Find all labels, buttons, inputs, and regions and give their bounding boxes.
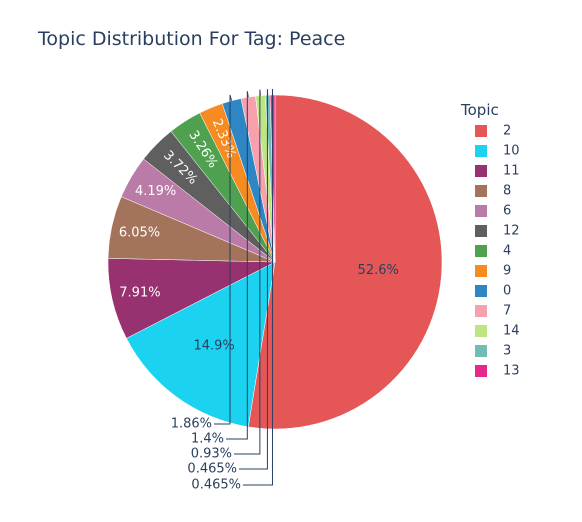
legend-swatch — [475, 365, 487, 377]
slice-label-topic-13: 0.465% — [191, 478, 241, 493]
legend-label: 6 — [503, 204, 511, 219]
chart-title: Topic Distribution For Tag: Peace — [37, 28, 345, 50]
legend-label: 2 — [503, 124, 511, 139]
leader-line-topic-7 — [226, 91, 249, 440]
legend-item-topic-2[interactable]: 2 — [475, 124, 511, 139]
legend-swatch — [475, 165, 487, 177]
slice-label-topic-8: 6.05% — [119, 225, 160, 240]
legend-swatch — [475, 245, 487, 257]
slice-label-topic-3: 0.465% — [187, 462, 237, 477]
slice-label-topic-14: 0.93% — [191, 447, 232, 462]
legend-swatch — [475, 305, 487, 317]
legend-label: 13 — [503, 364, 520, 379]
legend-item-topic-12[interactable]: 12 — [475, 224, 520, 239]
legend-item-topic-4[interactable]: 4 — [475, 244, 511, 259]
legend-swatch — [475, 285, 487, 297]
pie-slice-topic-2[interactable] — [247, 94, 443, 430]
leader-line-topic-14 — [234, 89, 261, 455]
legend: Topic 2 10 11 8 6 12 4 9 0 7 14 3 13 — [460, 101, 520, 379]
slice-label-topic-0: 1.86% — [171, 417, 212, 432]
legend-label: 14 — [503, 324, 520, 339]
legend-swatch — [475, 185, 487, 197]
legend-item-topic-10[interactable]: 10 — [475, 144, 520, 159]
legend-item-topic-6[interactable]: 6 — [475, 204, 511, 219]
legend-label: 9 — [503, 264, 511, 279]
legend-swatch — [475, 145, 487, 157]
slice-label-topic-7: 1.4% — [191, 432, 224, 447]
leader-line-topic-3 — [239, 89, 269, 470]
pie-slice-topic-10[interactable] — [126, 261, 276, 428]
legend-item-topic-7[interactable]: 7 — [475, 304, 511, 319]
legend-swatch — [475, 125, 487, 137]
legend-label: 8 — [503, 184, 511, 199]
leader-line-topic-0 — [214, 94, 233, 425]
slice-label-topic-2: 52.6% — [358, 263, 399, 278]
legend-swatch — [475, 345, 487, 357]
slice-label-topic-10: 14.9% — [193, 338, 234, 353]
legend-label: 11 — [503, 164, 520, 179]
slice-label-topic-11: 7.91% — [119, 286, 160, 301]
legend-label: 0 — [503, 284, 511, 299]
legend-label: 3 — [503, 344, 511, 359]
legend-swatch — [475, 205, 487, 217]
legend-item-topic-13[interactable]: 13 — [475, 364, 520, 379]
legend-item-topic-3[interactable]: 3 — [475, 344, 511, 359]
legend-label: 4 — [503, 244, 511, 259]
leader-line-topic-13 — [243, 89, 274, 486]
legend-item-topic-11[interactable]: 11 — [475, 164, 520, 179]
legend-title: Topic — [460, 101, 499, 119]
legend-item-topic-0[interactable]: 0 — [475, 284, 511, 299]
slice-label-topic-6: 4.19% — [135, 184, 176, 199]
legend-label: 7 — [503, 304, 511, 319]
pie-slices — [107, 94, 443, 430]
legend-item-topic-9[interactable]: 9 — [475, 264, 511, 279]
legend-swatch — [475, 265, 487, 277]
legend-label: 12 — [503, 224, 520, 239]
legend-item-topic-14[interactable]: 14 — [475, 324, 520, 339]
legend-item-topic-8[interactable]: 8 — [475, 184, 511, 199]
legend-swatch — [475, 325, 487, 337]
legend-swatch — [475, 225, 487, 237]
legend-label: 10 — [503, 144, 520, 159]
